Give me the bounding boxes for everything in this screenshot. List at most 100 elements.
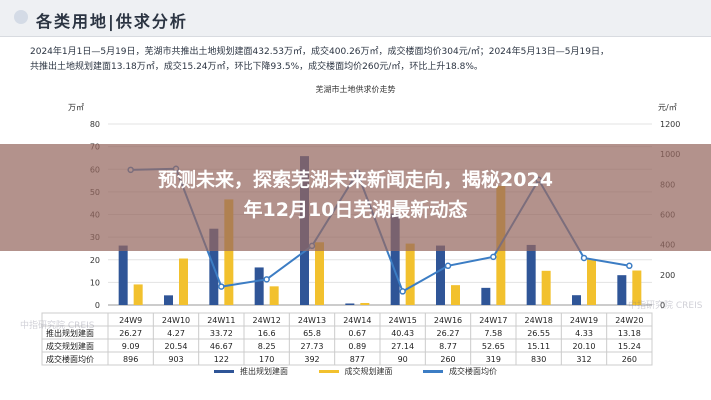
x-category-label: 24W16 bbox=[434, 316, 462, 325]
x-category-label: 24W13 bbox=[298, 316, 326, 325]
table-cell: 26.55 bbox=[527, 329, 550, 338]
table-cell: 122 bbox=[214, 355, 229, 364]
table-row-label: 成交楼面均价 bbox=[46, 354, 94, 364]
table-row-label: 推出规划建面 bbox=[46, 328, 94, 338]
bar-supply bbox=[526, 244, 536, 305]
y-tick-label-left: 0 bbox=[95, 301, 100, 310]
headline-line-2: 年12月10日芜湖最新动态 bbox=[243, 199, 468, 221]
table-cell: 27.73 bbox=[301, 342, 324, 351]
bar-supply bbox=[345, 303, 355, 305]
x-category-label: 24W10 bbox=[162, 316, 190, 325]
headline-line-1: 预测未来，探索芜湖未来新闻走向，揭秘2024 bbox=[158, 169, 553, 191]
table-cell: 90 bbox=[398, 355, 408, 364]
legend-swatch-price bbox=[423, 370, 444, 373]
y-tick-label-left: 80 bbox=[90, 120, 100, 129]
table-cell: 312 bbox=[576, 355, 591, 364]
table-cell: 20.54 bbox=[165, 342, 188, 351]
table-cell: 260 bbox=[440, 355, 455, 364]
chart-title: 芜湖市土地供求价走势 bbox=[315, 85, 396, 94]
legend-swatch-deal bbox=[318, 370, 339, 373]
bar-supply bbox=[572, 295, 581, 305]
table-cell: 13.18 bbox=[618, 329, 641, 338]
bar-supply bbox=[617, 275, 627, 305]
price-point bbox=[444, 262, 452, 270]
description-line-1: 2024年1月1日—5月19日，芜湖市共推出土地规划建面432.53万㎡，成交4… bbox=[30, 47, 609, 57]
watermark-right: 中指研究院 CREIS bbox=[628, 301, 703, 311]
y-axis-label-right: 元/㎡ bbox=[658, 103, 677, 112]
table-cell: 877 bbox=[350, 355, 365, 364]
page-title: 各类用地|供求分析 bbox=[36, 12, 188, 31]
legend-swatch-supply bbox=[213, 370, 234, 373]
table-cell: 830 bbox=[531, 355, 546, 364]
bar-deal bbox=[405, 243, 415, 305]
x-category-label: 24W14 bbox=[343, 316, 371, 325]
bar-supply bbox=[390, 213, 400, 305]
price-point bbox=[399, 288, 406, 295]
y-tick-label-right: 1200 bbox=[660, 120, 680, 129]
x-category-label: 24W9 bbox=[119, 316, 142, 325]
y-tick-label-right: 0 bbox=[660, 301, 665, 310]
x-category-label: 24W20 bbox=[615, 316, 643, 325]
legend-label-deal: 成交规划建面 bbox=[344, 367, 393, 376]
table-cell: 319 bbox=[486, 355, 501, 364]
legend-label-price: 成交楼面均价 bbox=[449, 367, 498, 376]
chart-legend: 推出规划建面 成交规划建面 成交楼面均价 bbox=[0, 366, 711, 377]
table-cell: 4.27 bbox=[167, 329, 185, 338]
x-category-label: 24W11 bbox=[207, 316, 235, 325]
table-cell: 46.67 bbox=[210, 342, 233, 351]
table-cell: 4.33 bbox=[575, 329, 593, 338]
bar-deal bbox=[179, 258, 188, 305]
table-cell: 7.58 bbox=[484, 329, 502, 338]
bar-deal bbox=[451, 285, 460, 305]
bar-deal bbox=[133, 284, 143, 305]
table-cell: 0.89 bbox=[348, 342, 366, 351]
legend-label-supply: 推出规划建面 bbox=[239, 367, 288, 376]
bar-deal bbox=[315, 242, 324, 305]
table-row-label: 成交规划建面 bbox=[46, 341, 94, 351]
price-point bbox=[580, 254, 588, 262]
table-cell: 33.72 bbox=[210, 329, 233, 338]
table-cell: 170 bbox=[259, 355, 274, 364]
headline: 预测未来，探索芜湖未来新闻走向，揭秘2024 年12月10日芜湖最新动态 bbox=[0, 165, 711, 225]
table-cell: 52.65 bbox=[482, 342, 505, 351]
table-cell: 392 bbox=[304, 355, 319, 364]
bar-deal bbox=[587, 259, 596, 305]
bar-deal bbox=[541, 270, 551, 305]
table-cell: 8.77 bbox=[439, 342, 457, 351]
watermark-left: 中指研究院 CREIS bbox=[20, 321, 95, 331]
bar-deal bbox=[224, 199, 234, 305]
table-cell: 16.6 bbox=[258, 329, 276, 338]
legend-item-supply: 推出规划建面 bbox=[213, 366, 288, 377]
bar-supply bbox=[118, 245, 128, 305]
table-cell: 15.11 bbox=[527, 342, 550, 351]
header-bar: 各类用地|供求分析 bbox=[0, 0, 711, 37]
table-cell: 20.10 bbox=[573, 342, 596, 351]
x-category-label: 24W15 bbox=[389, 316, 417, 325]
legend-item-deal: 成交规划建面 bbox=[318, 366, 393, 377]
table-cell: 15.24 bbox=[618, 342, 641, 351]
description-line-2: 共推出土地规划建面13.18万㎡，成交15.24万㎡，环比下降93.5%，成交楼… bbox=[30, 62, 483, 72]
x-category-label: 24W19 bbox=[570, 316, 598, 325]
x-category-label: 24W12 bbox=[253, 316, 281, 325]
bar-supply bbox=[436, 245, 445, 305]
table-cell: 8.25 bbox=[258, 342, 276, 351]
table-cell: 27.14 bbox=[391, 342, 414, 351]
bar-deal bbox=[632, 270, 642, 305]
price-point bbox=[263, 276, 270, 283]
bar-deal bbox=[269, 286, 279, 305]
legend-item-price: 成交楼面均价 bbox=[423, 366, 497, 377]
x-category-label: 24W17 bbox=[479, 316, 507, 325]
table-cell: 0.67 bbox=[348, 329, 366, 338]
table-cell: 65.8 bbox=[303, 329, 321, 338]
table-cell: 896 bbox=[123, 355, 138, 364]
logo-icon bbox=[14, 10, 28, 24]
bar-deal bbox=[360, 302, 370, 305]
price-point bbox=[626, 262, 633, 270]
headline-overlay bbox=[0, 144, 711, 251]
table-cell: 9.09 bbox=[122, 342, 140, 351]
bar-supply bbox=[164, 295, 173, 305]
bar-supply bbox=[481, 287, 491, 305]
y-tick-label-left: 20 bbox=[90, 256, 100, 265]
table-cell: 40.43 bbox=[391, 329, 414, 338]
y-tick-label-left: 10 bbox=[90, 278, 100, 287]
